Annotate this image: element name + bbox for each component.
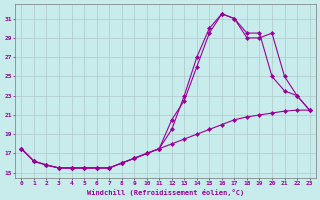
X-axis label: Windchill (Refroidissement éolien,°C): Windchill (Refroidissement éolien,°C) [87, 189, 244, 196]
